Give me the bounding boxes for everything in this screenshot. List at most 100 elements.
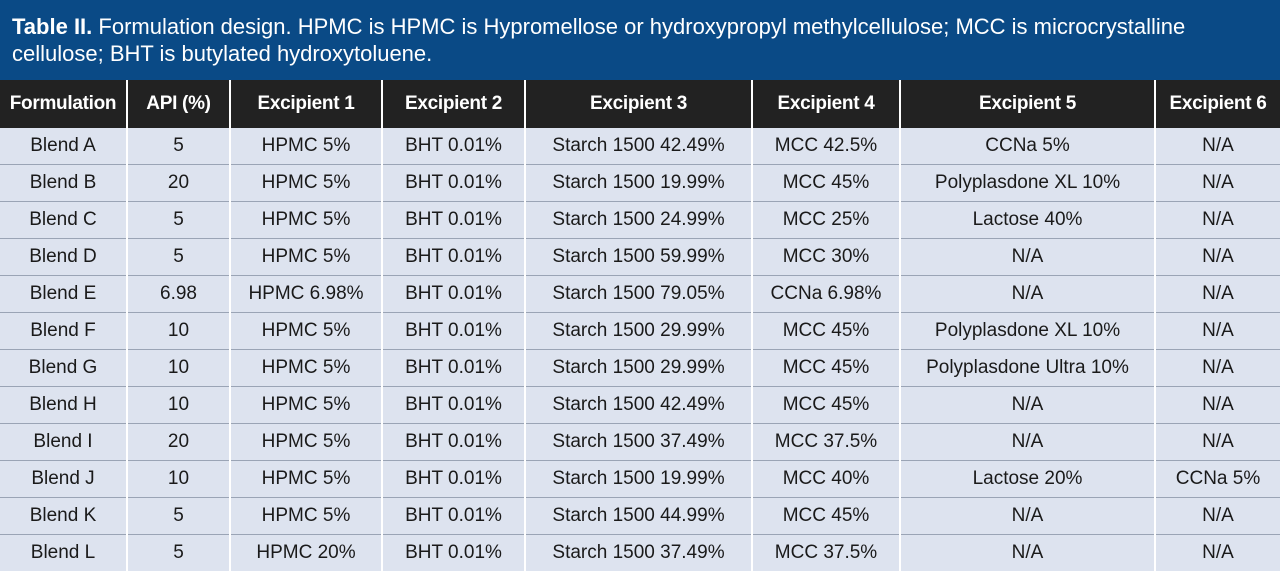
table-cell: MCC 45% [752,498,900,535]
table-cell: N/A [1155,387,1280,424]
table-cell: BHT 0.01% [382,276,525,313]
table-cell: Blend E [0,276,127,313]
caption-text: Formulation design. HPMC is HPMC is Hypr… [12,14,1185,66]
table-cell: N/A [1155,276,1280,313]
column-header: Excipient 1 [230,80,382,128]
column-header: Formulation [0,80,127,128]
table-cell: BHT 0.01% [382,461,525,498]
table-cell: BHT 0.01% [382,239,525,276]
column-header: Excipient 6 [1155,80,1280,128]
table-cell: N/A [1155,350,1280,387]
table-cell: BHT 0.01% [382,128,525,165]
table-cell: MCC 45% [752,387,900,424]
table-cell: Starch 1500 44.99% [525,498,752,535]
table-cell: Starch 1500 42.49% [525,128,752,165]
table-cell: Starch 1500 59.99% [525,239,752,276]
table-cell: 5 [127,202,230,239]
table-cell: Polyplasdone Ultra 10% [900,350,1155,387]
table-cell: 5 [127,128,230,165]
table-cell: BHT 0.01% [382,165,525,202]
table-cell: Blend G [0,350,127,387]
table-cell: 10 [127,461,230,498]
column-header: Excipient 3 [525,80,752,128]
table-cell: Polyplasdone XL 10% [900,165,1155,202]
table-cell: BHT 0.01% [382,313,525,350]
table-cell: Polyplasdone XL 10% [900,313,1155,350]
table-cell: Lactose 40% [900,202,1155,239]
table-cell: Starch 1500 37.49% [525,424,752,461]
table-cell: 20 [127,165,230,202]
table-cell: BHT 0.01% [382,202,525,239]
table-cell: N/A [1155,165,1280,202]
table-cell: MCC 25% [752,202,900,239]
table-cell: HPMC 5% [230,313,382,350]
table-cell: N/A [900,424,1155,461]
table-cell: Starch 1500 29.99% [525,350,752,387]
table-cell: BHT 0.01% [382,498,525,535]
table-cell: 5 [127,535,230,571]
table-cell: HPMC 5% [230,350,382,387]
table-cell: Starch 1500 79.05% [525,276,752,313]
table-cell: Blend F [0,313,127,350]
column-header: Excipient 5 [900,80,1155,128]
table-cell: N/A [1155,313,1280,350]
table-cell: Lactose 20% [900,461,1155,498]
table-cell: 6.98 [127,276,230,313]
table-cell: MCC 45% [752,313,900,350]
table-cell: Blend J [0,461,127,498]
table-cell: N/A [900,535,1155,571]
column-header: Excipient 2 [382,80,525,128]
table-cell: Blend H [0,387,127,424]
table-cell: MCC 37.5% [752,535,900,571]
table-cell: HPMC 5% [230,165,382,202]
table-cell: 10 [127,350,230,387]
table-cell: 5 [127,239,230,276]
table-cell: HPMC 5% [230,424,382,461]
table-cell: CCNa 5% [900,128,1155,165]
table-cell: MCC 40% [752,461,900,498]
table-cell: HPMC 6.98% [230,276,382,313]
table-cell: BHT 0.01% [382,350,525,387]
table-cell: N/A [1155,424,1280,461]
table-cell: HPMC 5% [230,128,382,165]
table-caption: Table II. Formulation design. HPMC is HP… [0,0,1280,80]
table-cell: MCC 45% [752,165,900,202]
table-cell: MCC 42.5% [752,128,900,165]
table-cell: N/A [1155,128,1280,165]
table-cell: Blend I [0,424,127,461]
table-cell: N/A [900,239,1155,276]
table-cell: HPMC 5% [230,239,382,276]
table-cell: Blend A [0,128,127,165]
table-cell: Starch 1500 37.49% [525,535,752,571]
column-header: API (%) [127,80,230,128]
table-cell: BHT 0.01% [382,535,525,571]
table-cell: 5 [127,498,230,535]
table-cell: Blend K [0,498,127,535]
table-cell: BHT 0.01% [382,387,525,424]
table-cell: 10 [127,387,230,424]
table-cell: Starch 1500 42.49% [525,387,752,424]
table-cell: 10 [127,313,230,350]
table-cell: Blend B [0,165,127,202]
table-cell: HPMC 5% [230,387,382,424]
table-cell: HPMC 5% [230,461,382,498]
table-cell: N/A [900,498,1155,535]
table-cell: Blend C [0,202,127,239]
table-cell: BHT 0.01% [382,424,525,461]
table-cell: N/A [900,387,1155,424]
table-cell: HPMC 20% [230,535,382,571]
table-cell: CCNa 5% [1155,461,1280,498]
